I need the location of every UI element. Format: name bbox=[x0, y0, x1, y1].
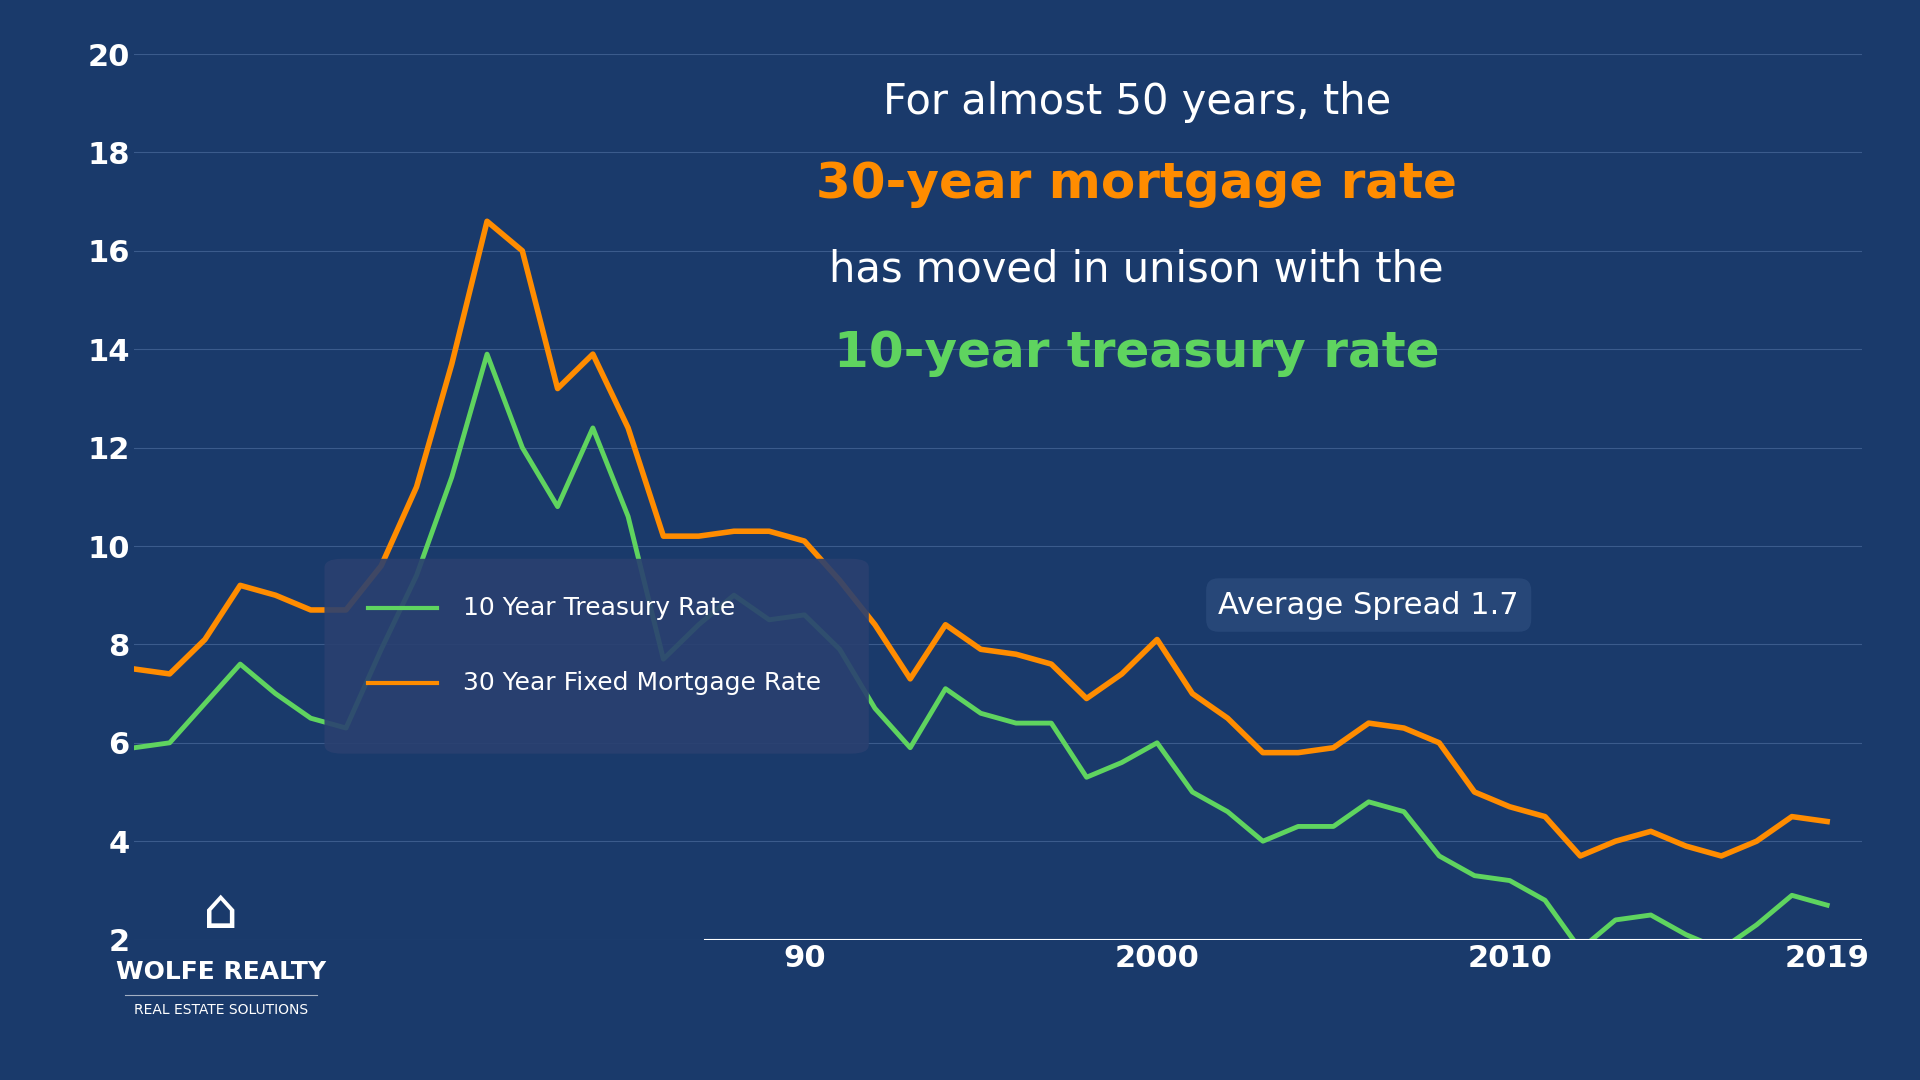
Text: has moved in unison with the: has moved in unison with the bbox=[829, 248, 1444, 291]
Text: 10 Year Treasury Rate: 10 Year Treasury Rate bbox=[463, 595, 735, 620]
Text: 30 Year Fixed Mortgage Rate: 30 Year Fixed Mortgage Rate bbox=[463, 671, 822, 694]
FancyBboxPatch shape bbox=[324, 558, 868, 754]
Text: 10-year treasury rate: 10-year treasury rate bbox=[833, 328, 1440, 377]
Text: ⌂: ⌂ bbox=[204, 886, 238, 940]
Text: 30-year mortgage rate: 30-year mortgage rate bbox=[816, 160, 1457, 208]
Text: WOLFE REALTY: WOLFE REALTY bbox=[115, 960, 326, 984]
Text: For almost 50 years, the: For almost 50 years, the bbox=[883, 81, 1390, 122]
Text: Average Spread 1.7: Average Spread 1.7 bbox=[1219, 591, 1519, 620]
Text: REAL ESTATE SOLUTIONS: REAL ESTATE SOLUTIONS bbox=[134, 1003, 307, 1016]
